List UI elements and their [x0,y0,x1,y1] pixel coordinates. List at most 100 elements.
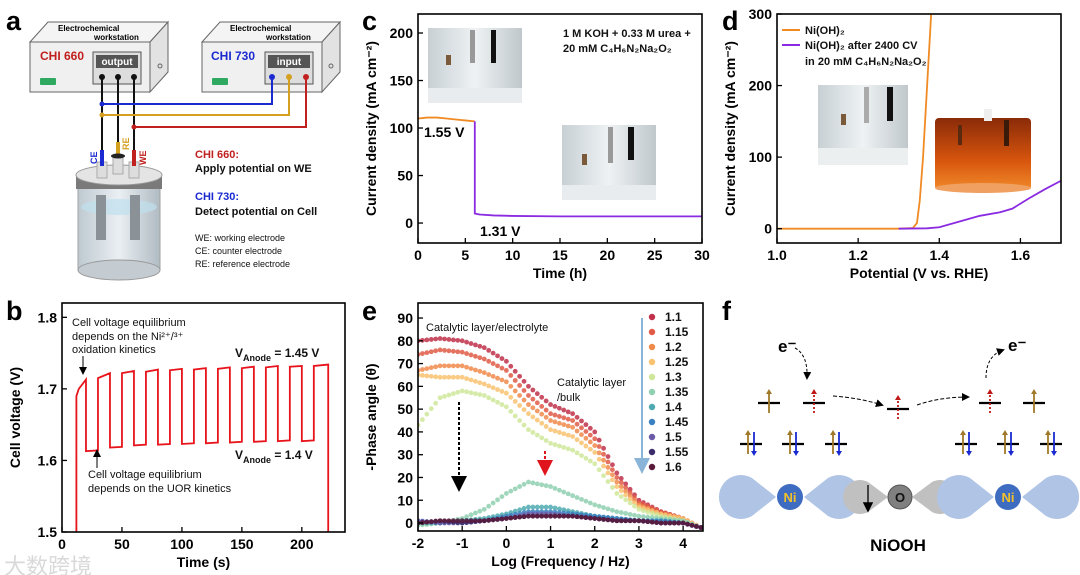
y-tick-label: 0 [764,221,772,237]
data-point [645,519,651,525]
data-point [596,450,602,456]
data-point [420,351,425,356]
data-point [468,352,474,358]
y-tick-label: 0 [405,215,413,231]
data-point [490,373,496,379]
data-point [556,513,562,519]
y-axis-label: Current density (mA cm⁻²) [722,41,738,216]
data-point [530,414,536,420]
wiring [99,77,307,152]
data-point [548,402,553,407]
data-point [565,432,571,438]
data-point [534,391,540,397]
data-point [534,417,540,423]
plot-frame [417,302,704,532]
data-point [495,363,500,369]
arrowhead [830,430,836,435]
legend-label: 1.3 [665,370,682,384]
electron-hop-arrow-2 [916,393,970,406]
ni-label-left: Ni [784,490,797,505]
data-point [552,419,558,425]
data-point [486,358,492,364]
data-point [464,351,470,356]
data-point [583,443,589,449]
data-point [583,498,589,504]
data-point [587,458,593,464]
legend-label: 1.1 [665,310,682,324]
data-point [579,453,584,459]
data-point [610,462,615,468]
data-point [587,425,593,431]
data-point [420,367,425,372]
data-point [499,516,505,522]
arrowhead [745,430,751,435]
data-point [556,487,562,493]
data-point [579,440,584,446]
data-point [574,450,580,456]
data-point [481,393,487,398]
y-tick-label: 100 [390,120,414,136]
data-point [442,393,447,399]
y-tick-label: 0 [405,515,413,531]
data-point [490,397,496,403]
electron-in-arrow [794,347,812,380]
data-point [618,484,624,489]
ws2-name: CHI 730 [211,49,255,63]
x-tick-label: 1.2 [848,247,868,263]
data-point [450,337,456,343]
label-1-55v: 1.55 V [424,124,465,140]
x-tick-label: 15 [552,247,568,263]
data-point [574,421,580,427]
x-tick-label: 100 [170,536,194,552]
electrolyte-label-line1: 1 M KOH + 0.33 M urea + [563,28,691,40]
data-point [499,388,505,394]
data-point [428,519,434,525]
data-point [526,479,531,485]
data-point [592,429,598,435]
data-point [640,508,646,514]
y-tick-label: 200 [749,78,773,94]
y-tick-label: 100 [749,149,773,165]
data-point [499,494,505,500]
data-point [592,443,598,448]
legend-label-1-line2: in 20 mM C₄H₆N₂Na₂O₂ [805,56,927,68]
data-point [574,414,580,420]
x-tick-label: 25 [647,247,663,263]
data-point [548,427,553,433]
data-point [565,446,571,452]
data-point [614,479,620,485]
data-point [614,475,620,480]
orbital-row: Ni O Ni [718,475,1080,519]
niooh-label: NiOOH [870,536,926,555]
y-tick-label: 150 [390,73,414,89]
data-point [473,342,478,348]
electrolyte-label-line2: 20 mM C₄H₆N₂Na₂O₂ [563,43,672,55]
chart-e-bode-phase: 1.11.151.21.251.31.351.41.451.51.551.6 Ca… [363,302,704,569]
data-point [623,497,629,503]
data-point [442,347,447,353]
data-point [530,504,536,510]
data-point [508,373,514,378]
data-point [632,518,637,524]
data-point [570,493,576,499]
y-tick-label: 1.7 [38,381,58,397]
data-point [587,439,593,445]
data-point [667,520,673,526]
we-label: WE [138,151,148,166]
data-point [552,428,558,434]
data-point [548,411,553,417]
data-point [481,381,487,387]
data-point [543,424,549,429]
y-tick-label: 200 [390,25,414,41]
data-point [464,364,470,370]
data-point [610,477,615,483]
x-tick-label: 2 [591,535,599,551]
data-point [689,522,695,528]
data-point [623,511,629,516]
plot-frame [61,302,346,533]
data-point [521,378,527,384]
data-point [574,437,580,443]
y-tick-label: 1.8 [38,309,58,325]
data-point [627,511,633,517]
data-point [583,435,589,441]
